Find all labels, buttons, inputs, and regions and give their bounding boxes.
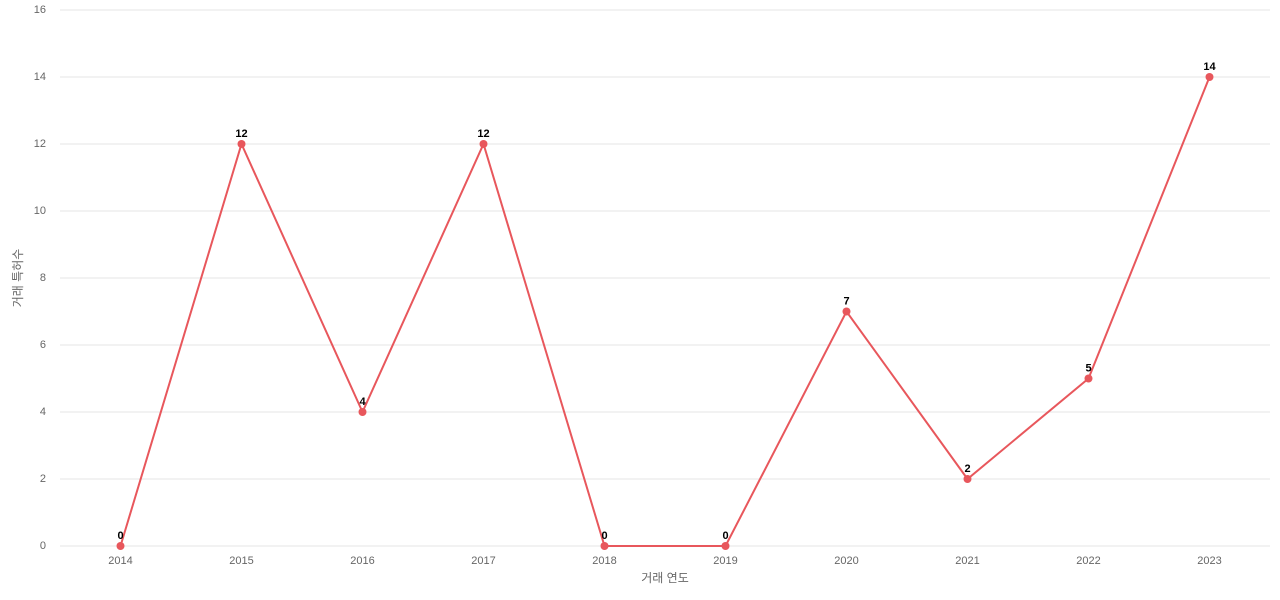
- data-label: 14: [1203, 61, 1216, 73]
- data-point: [358, 408, 367, 416]
- data-label: 2: [964, 463, 970, 475]
- data-point: [721, 542, 730, 550]
- data-label: 7: [843, 295, 849, 307]
- x-tick-label: 2022: [1076, 555, 1100, 567]
- y-tick-label: 10: [34, 205, 46, 217]
- x-tick-label: 2020: [834, 555, 858, 567]
- y-tick-label: 4: [40, 406, 46, 418]
- data-point: [963, 475, 972, 483]
- data-label: 5: [1085, 362, 1091, 374]
- x-tick-label: 2014: [108, 555, 132, 567]
- data-point: [600, 542, 609, 550]
- x-tick-label: 2019: [713, 555, 737, 567]
- data-label: 4: [359, 396, 366, 408]
- data-line: [119, 76, 1211, 547]
- data-label: 12: [477, 128, 489, 140]
- x-tick-label: 2016: [350, 555, 374, 567]
- x-tick-label: 2015: [229, 555, 253, 567]
- data-label: 12: [235, 128, 247, 140]
- y-tick-label: 12: [34, 138, 46, 150]
- y-tick-label: 6: [40, 339, 46, 351]
- y-tick-label: 0: [40, 540, 46, 552]
- data-label: 0: [601, 530, 607, 542]
- data-point: [1084, 374, 1093, 383]
- y-tick-label: 16: [34, 4, 46, 16]
- x-tick-label: 2017: [471, 555, 495, 567]
- data-point: [479, 140, 488, 148]
- x-tick-label: 2023: [1197, 555, 1221, 567]
- data-point: [1205, 73, 1214, 81]
- data-point: [842, 307, 851, 316]
- x-axis-title: 거래 연도: [641, 571, 689, 585]
- data-point: [116, 542, 125, 550]
- y-tick-label: 8: [40, 272, 46, 284]
- data-point: [237, 140, 246, 148]
- y-tick-label: 14: [34, 71, 46, 83]
- x-tick-label: 2021: [955, 555, 979, 567]
- data-label: 0: [722, 530, 728, 542]
- y-axis-title: 거래 특허수: [11, 249, 25, 308]
- y-tick-label: 2: [40, 473, 46, 485]
- data-label: 0: [117, 530, 123, 542]
- x-tick-label: 2018: [592, 555, 616, 567]
